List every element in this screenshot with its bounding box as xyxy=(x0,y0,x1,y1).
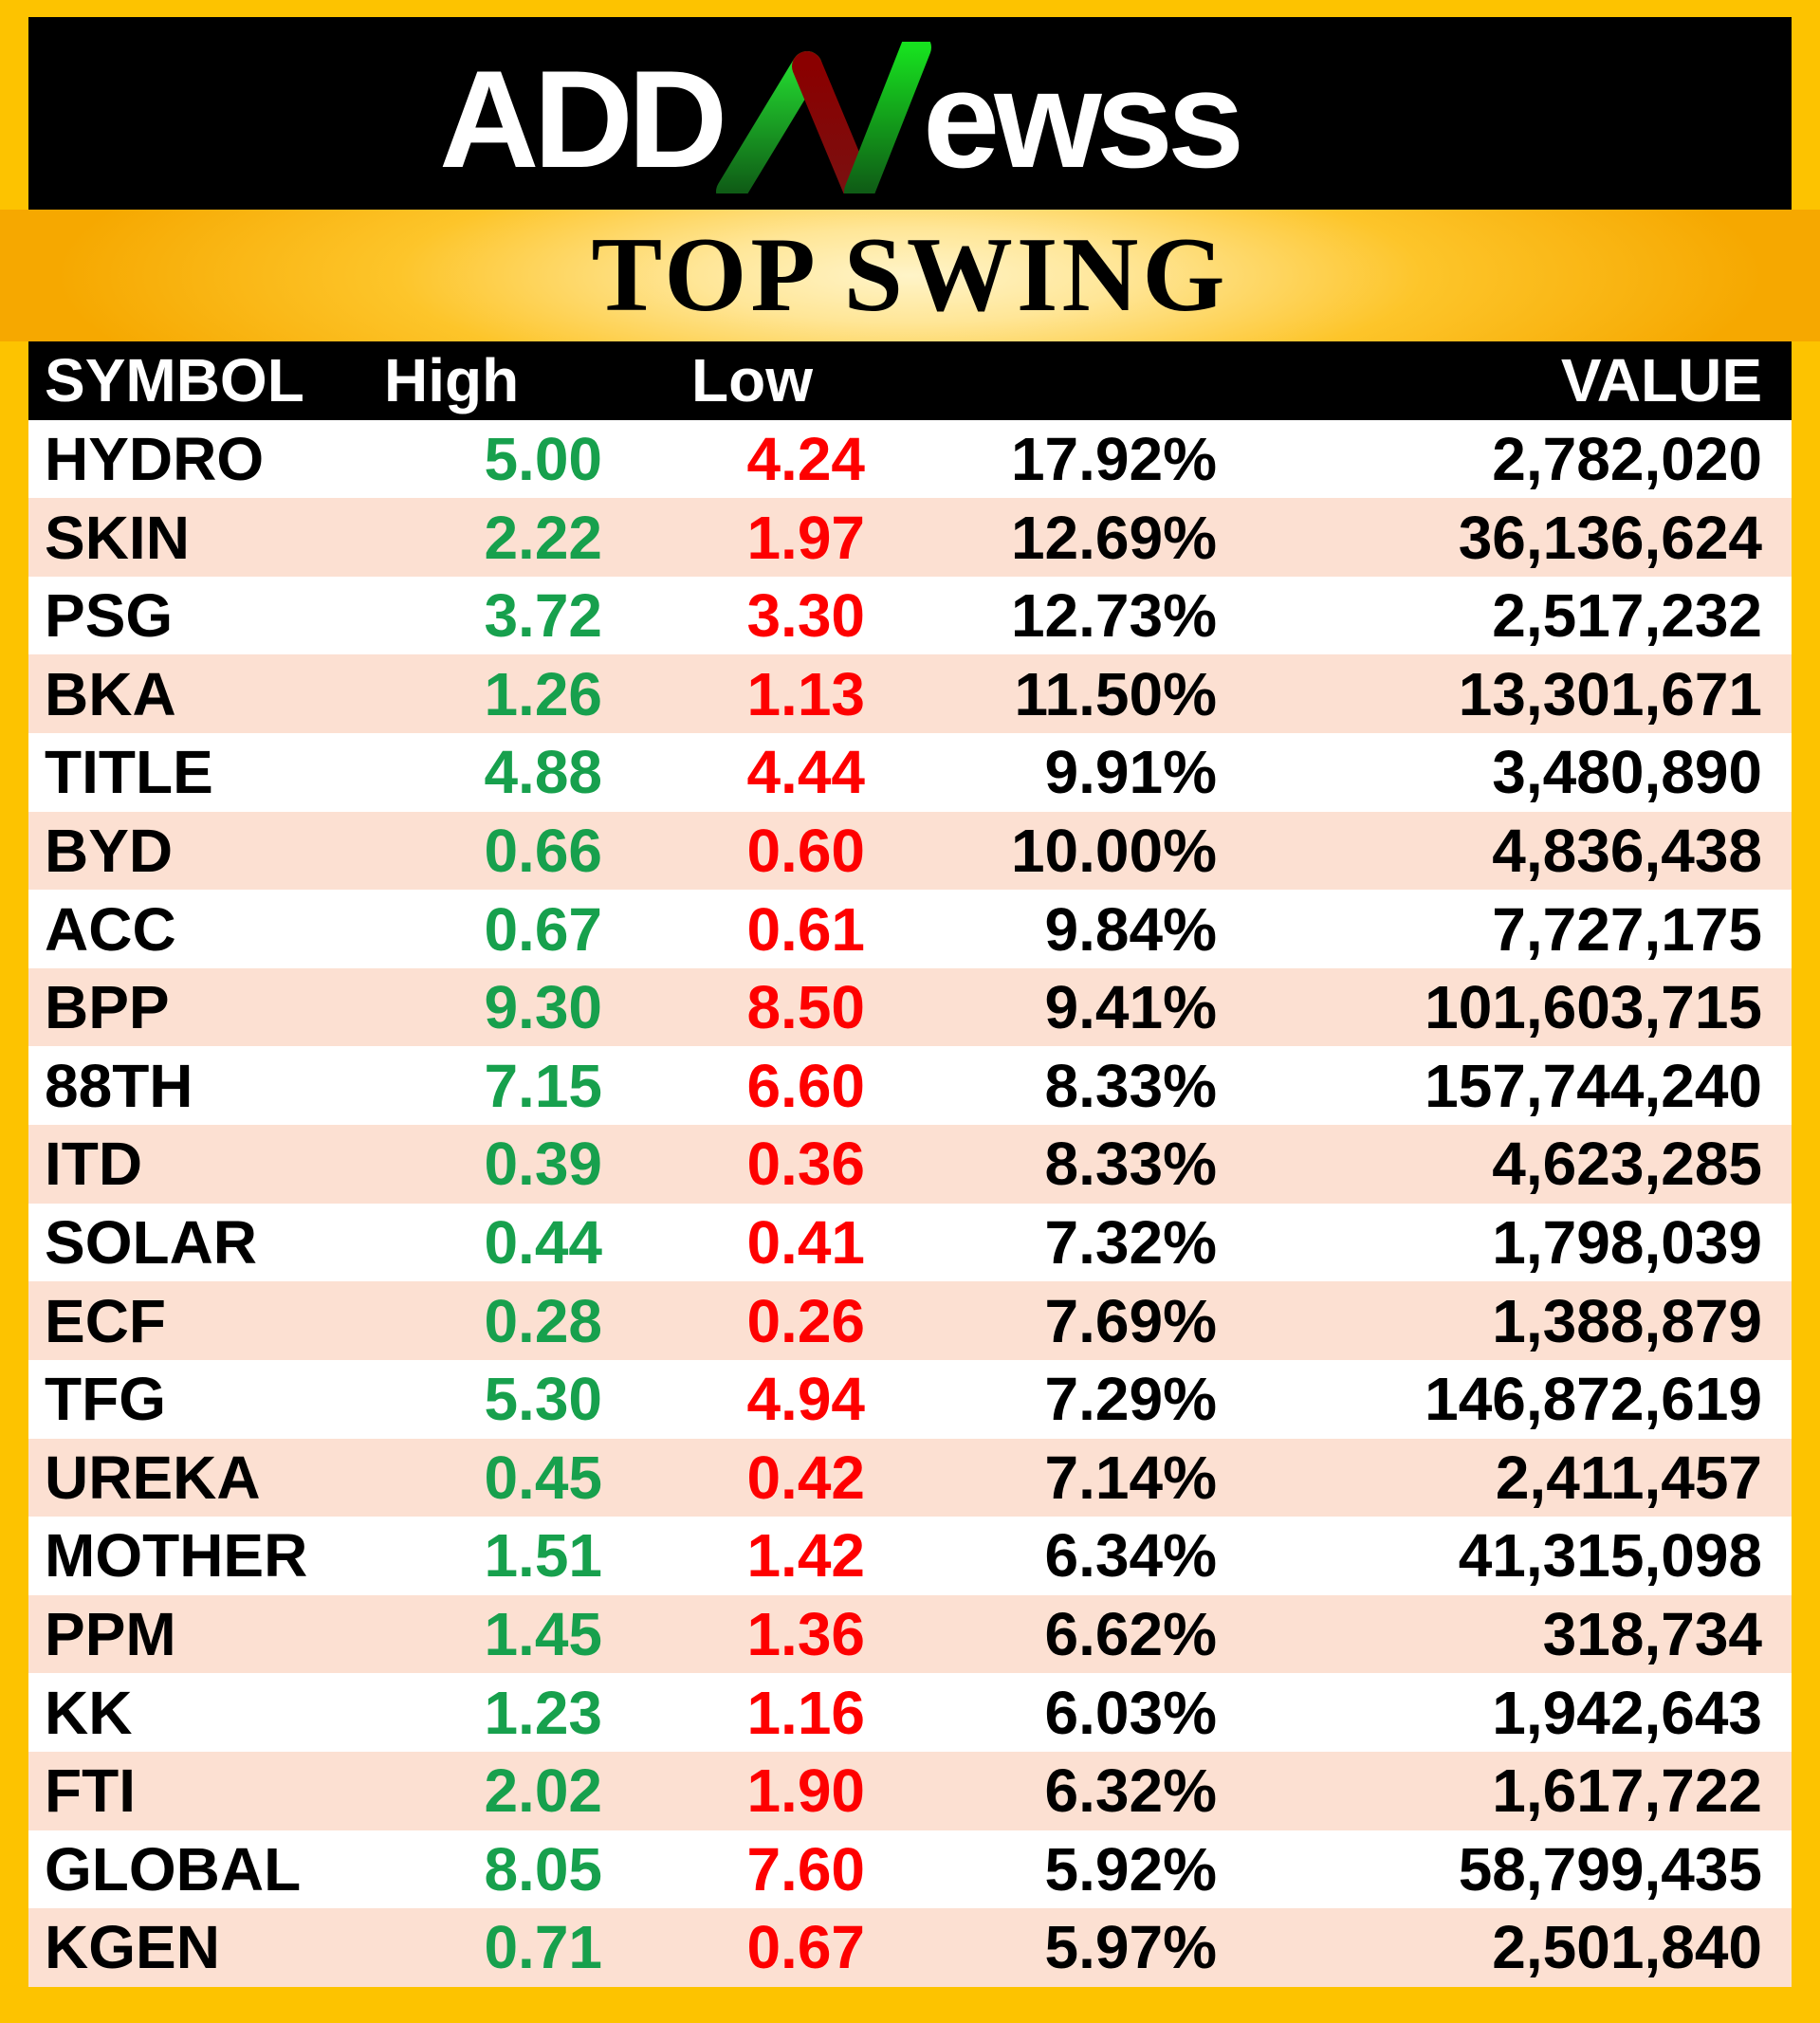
svg-text:ewss: ewss xyxy=(923,42,1240,193)
svg-text:ADD: ADD xyxy=(439,42,723,193)
